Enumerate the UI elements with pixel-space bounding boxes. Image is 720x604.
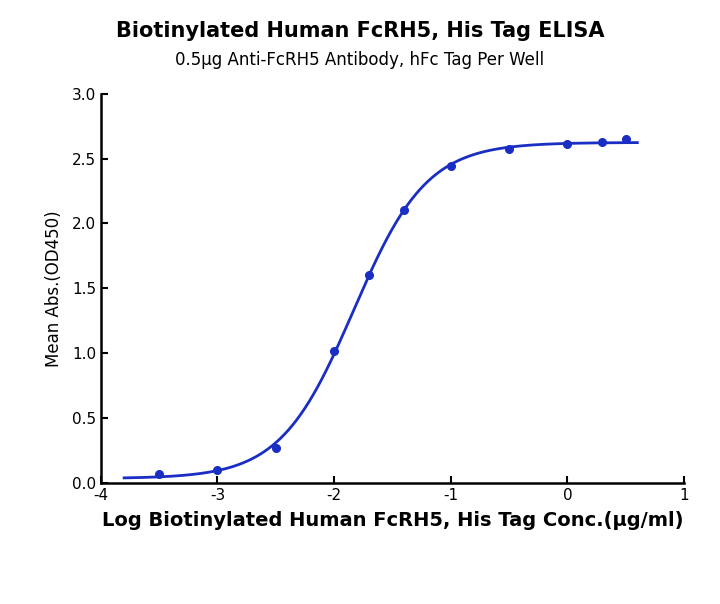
Text: 0.5μg Anti-FcRH5 Antibody, hFc Tag Per Well: 0.5μg Anti-FcRH5 Antibody, hFc Tag Per W… xyxy=(176,51,544,69)
Y-axis label: Mean Abs.(OD450): Mean Abs.(OD450) xyxy=(45,210,63,367)
Text: Biotinylated Human FcRH5, His Tag ELISA: Biotinylated Human FcRH5, His Tag ELISA xyxy=(116,21,604,41)
X-axis label: Log Biotinylated Human FcRH5, His Tag Conc.(μg/ml): Log Biotinylated Human FcRH5, His Tag Co… xyxy=(102,512,683,530)
